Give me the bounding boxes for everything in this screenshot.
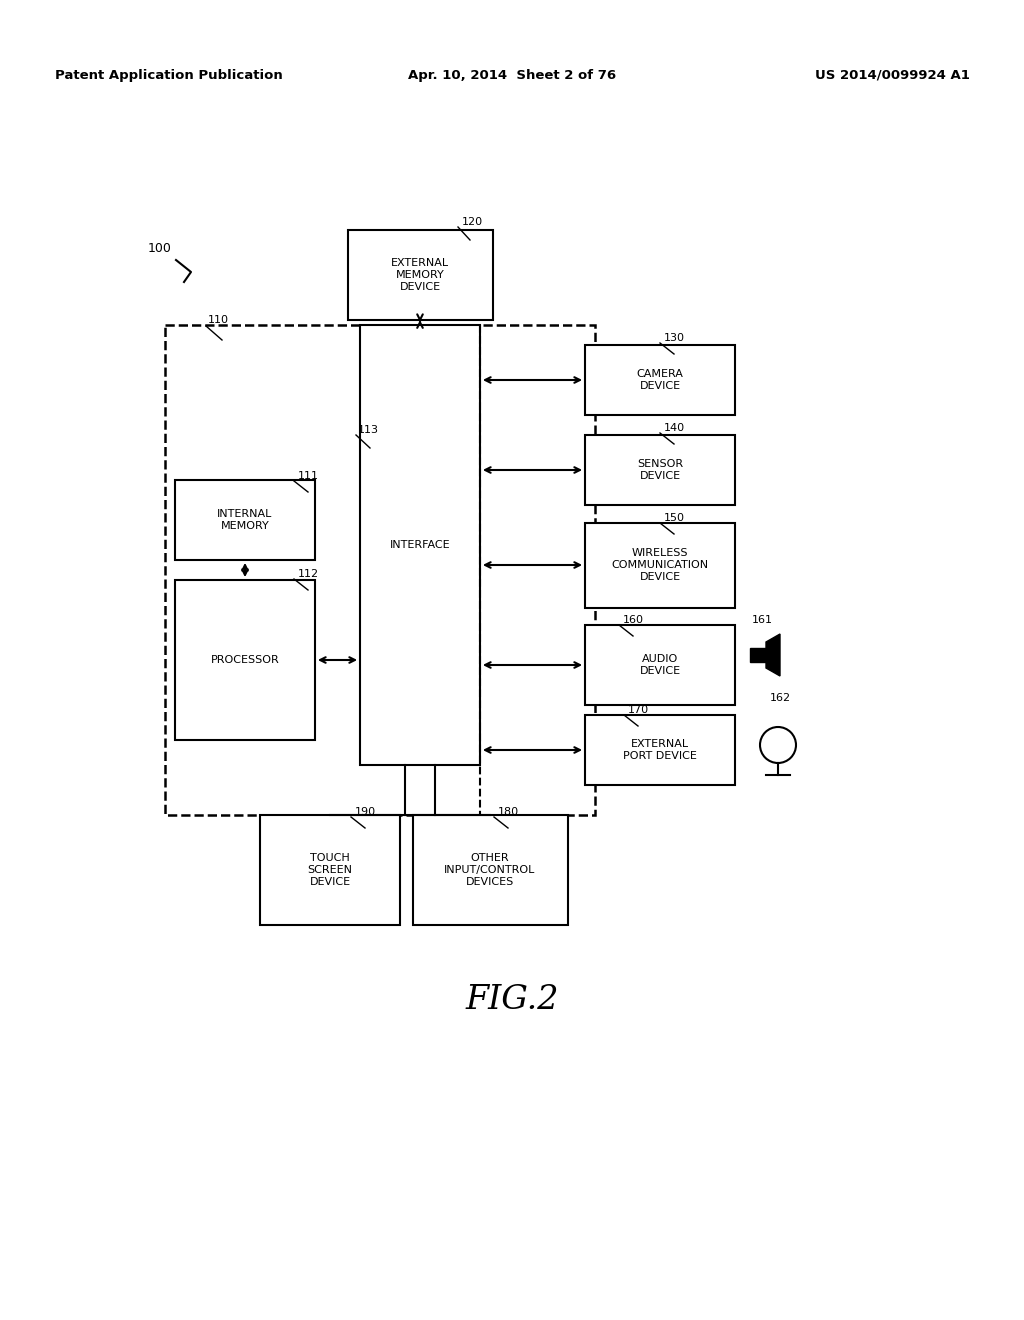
Text: 140: 140	[664, 422, 685, 433]
Text: FIG.2: FIG.2	[465, 983, 559, 1016]
Text: CAMERA
DEVICE: CAMERA DEVICE	[637, 370, 683, 391]
Text: Patent Application Publication: Patent Application Publication	[55, 69, 283, 82]
Text: PROCESSOR: PROCESSOR	[211, 655, 280, 665]
Text: OTHER
INPUT/CONTROL
DEVICES: OTHER INPUT/CONTROL DEVICES	[444, 854, 536, 887]
Text: 162: 162	[770, 693, 792, 704]
Bar	[347, 230, 493, 319]
Text: 100: 100	[148, 242, 172, 255]
Bar	[585, 523, 735, 607]
Text: 170: 170	[628, 705, 649, 715]
Text: AUDIO
DEVICE: AUDIO DEVICE	[639, 655, 681, 676]
Text: 161: 161	[752, 615, 773, 624]
Bar	[585, 624, 735, 705]
Text: 112: 112	[298, 569, 319, 579]
Polygon shape	[750, 648, 766, 663]
Text: Apr. 10, 2014  Sheet 2 of 76: Apr. 10, 2014 Sheet 2 of 76	[408, 69, 616, 82]
Bar	[585, 436, 735, 506]
Text: INTERNAL
MEMORY: INTERNAL MEMORY	[217, 510, 272, 531]
Text: 113: 113	[358, 425, 379, 436]
Text: 110: 110	[208, 315, 229, 325]
Bar	[360, 325, 480, 766]
Text: 160: 160	[623, 615, 644, 624]
Text: 180: 180	[498, 807, 519, 817]
Bar	[585, 715, 735, 785]
Text: SENSOR
DEVICE: SENSOR DEVICE	[637, 459, 683, 480]
Bar	[175, 579, 315, 741]
Bar	[175, 480, 315, 560]
Text: 190: 190	[355, 807, 376, 817]
Text: TOUCH
SCREEN
DEVICE: TOUCH SCREEN DEVICE	[307, 854, 352, 887]
Text: 120: 120	[462, 216, 483, 227]
Text: 130: 130	[664, 333, 685, 343]
Text: EXTERNAL
MEMORY
DEVICE: EXTERNAL MEMORY DEVICE	[391, 259, 450, 292]
Bar	[413, 814, 567, 925]
Bar	[165, 325, 595, 814]
Text: US 2014/0099924 A1: US 2014/0099924 A1	[815, 69, 970, 82]
Text: INTERFACE: INTERFACE	[390, 540, 451, 550]
Text: EXTERNAL
PORT DEVICE: EXTERNAL PORT DEVICE	[623, 739, 697, 760]
Bar	[585, 345, 735, 414]
Text: 150: 150	[664, 513, 685, 523]
Bar	[260, 814, 400, 925]
Text: 111: 111	[298, 471, 319, 480]
Polygon shape	[766, 634, 780, 676]
Text: WIRELESS
COMMUNICATION
DEVICE: WIRELESS COMMUNICATION DEVICE	[611, 548, 709, 582]
